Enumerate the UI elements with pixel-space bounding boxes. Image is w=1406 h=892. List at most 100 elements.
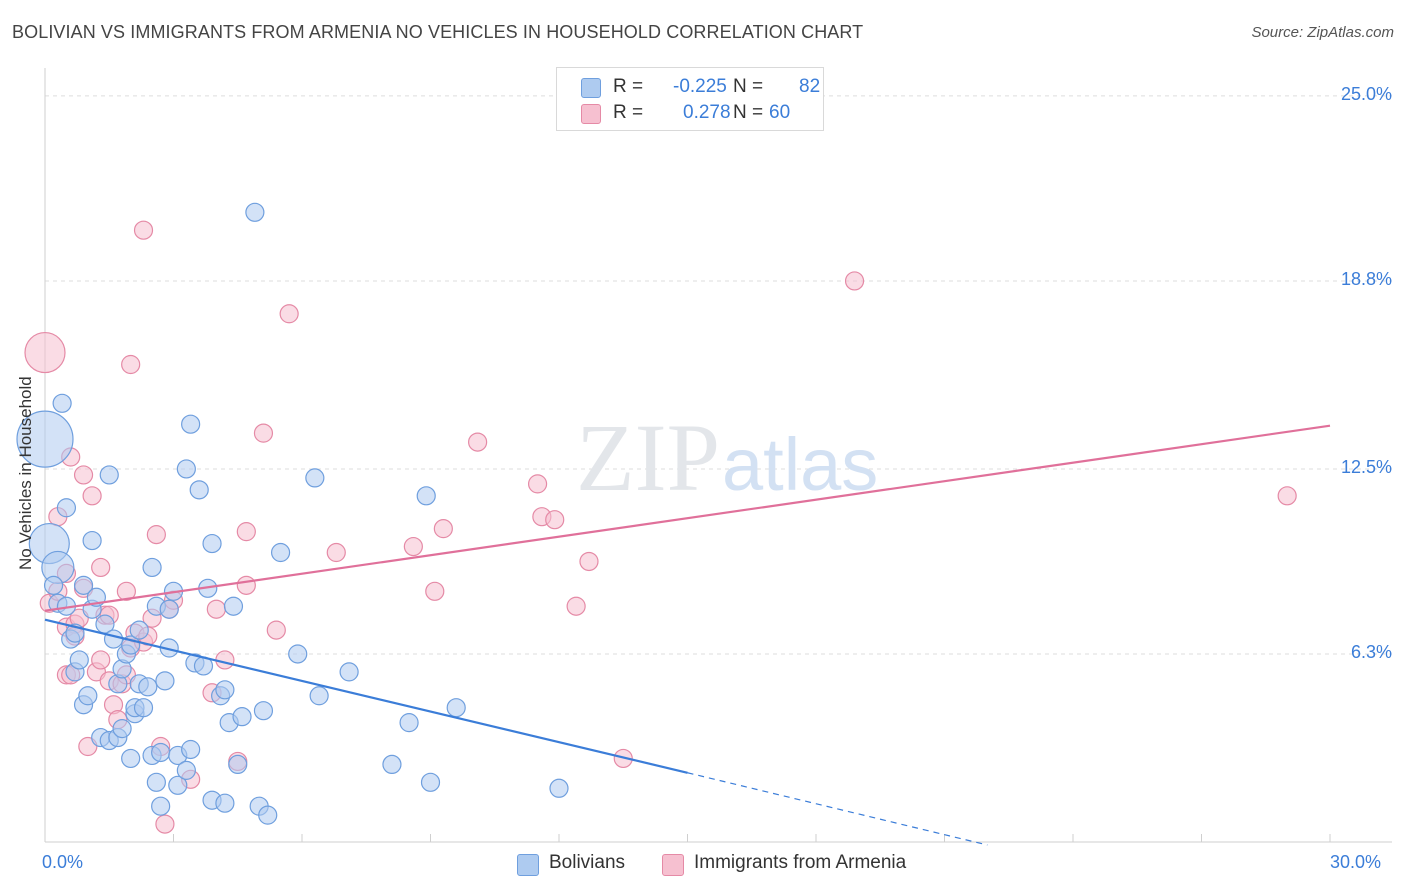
point-bolivians — [215, 680, 235, 700]
legend-n-label: N = — [733, 76, 764, 97]
point-bolivians — [215, 793, 235, 813]
point-bolivians — [305, 468, 325, 488]
point-bolivians — [16, 410, 74, 468]
point-bolivians — [159, 599, 179, 619]
point-bolivians — [56, 498, 77, 518]
point-bolivians — [73, 575, 94, 595]
point-bolivians — [416, 486, 436, 506]
point-bolivians — [549, 778, 569, 798]
legend-r-value-bolivians: -0.225 — [673, 76, 727, 97]
bottom-legend-label-bolivians: Bolivians — [549, 852, 626, 873]
legend-swatch-bolivians — [581, 78, 601, 98]
point-bolivians — [181, 739, 201, 760]
point-armenia — [425, 581, 445, 601]
point-bolivians — [99, 465, 119, 485]
legend-r-label: R = — [613, 102, 644, 123]
bottom-legend-swatch-armenia — [662, 854, 684, 876]
point-bolivians — [232, 707, 252, 727]
point-bolivians — [253, 701, 274, 721]
point-bolivians — [339, 662, 359, 682]
point-armenia — [253, 423, 274, 443]
grid-lines — [45, 95, 1392, 655]
point-bolivians — [121, 748, 141, 769]
legend: R = -0.225 N = 82 R = 0.278 N = 60 — [556, 67, 824, 131]
point-bolivians — [133, 698, 154, 718]
point-armenia — [146, 525, 166, 545]
point-armenia — [82, 486, 102, 506]
y-tick-label: 12.5% — [1340, 456, 1392, 477]
point-armenia — [433, 519, 453, 539]
watermark-zip: ZIP — [576, 404, 720, 511]
point-bolivians — [168, 775, 188, 795]
point-armenia — [24, 331, 66, 374]
point-armenia — [121, 354, 141, 375]
point-bolivians — [245, 202, 265, 222]
point-armenia — [236, 522, 256, 542]
point-armenia — [468, 432, 488, 452]
point-armenia — [91, 650, 111, 670]
point-armenia — [403, 536, 423, 557]
trend-line-armenia — [44, 424, 1331, 612]
point-armenia — [266, 620, 286, 640]
point-bolivians — [142, 557, 162, 578]
legend-n-label: N = — [733, 102, 764, 123]
legend-n-value-armenia: 60 — [769, 102, 791, 123]
point-bolivians — [176, 459, 196, 479]
point-armenia — [91, 557, 111, 578]
point-bolivians — [176, 760, 196, 780]
point-bolivians — [82, 530, 102, 551]
point-armenia — [1277, 486, 1297, 506]
point-armenia — [545, 510, 565, 530]
y-tick-label: 6.3% — [1350, 641, 1392, 662]
point-bolivians — [420, 772, 441, 792]
point-bolivians — [228, 754, 248, 775]
point-bolivians — [151, 742, 171, 763]
point-armenia — [133, 220, 154, 240]
point-armenia — [116, 581, 136, 601]
series-armenia-points — [24, 220, 1297, 834]
bottom-legend-label-armenia: Immigrants from Armenia — [694, 852, 907, 873]
point-armenia — [73, 465, 94, 485]
legend-r-value-armenia: 0.278 — [683, 102, 731, 123]
legend-swatch-armenia — [581, 104, 601, 124]
point-bolivians — [138, 677, 158, 697]
x-tick-max: 30.0% — [1330, 852, 1382, 872]
point-armenia — [155, 814, 175, 834]
point-armenia — [279, 304, 299, 324]
point-bolivians — [258, 805, 278, 825]
point-bolivians — [69, 650, 89, 670]
point-bolivians — [52, 393, 72, 413]
trend-line-bolivians — [44, 618, 688, 774]
point-bolivians — [43, 575, 64, 595]
point-armenia — [206, 599, 226, 619]
point-bolivians — [270, 542, 291, 563]
point-bolivians — [288, 644, 308, 664]
point-bolivians — [155, 671, 175, 691]
point-bolivians — [181, 414, 201, 434]
point-bolivians — [189, 480, 209, 500]
point-bolivians — [112, 718, 132, 739]
y-tick-label: 18.8% — [1340, 268, 1392, 289]
point-armenia — [326, 542, 346, 563]
y-tick-label: 25.0% — [1340, 83, 1392, 104]
point-bolivians — [129, 620, 149, 640]
point-armenia — [527, 474, 548, 494]
trend-lines — [44, 424, 1331, 846]
point-bolivians — [103, 629, 124, 649]
point-bolivians — [399, 713, 419, 733]
trend-line-bolivians-extension — [687, 772, 988, 846]
point-armenia — [844, 271, 865, 291]
series-bolivians-points — [16, 202, 569, 825]
point-bolivians — [146, 772, 166, 792]
point-bolivians — [202, 533, 222, 554]
watermark-atlas: atlas — [722, 423, 878, 506]
point-armenia — [236, 575, 256, 595]
point-bolivians — [446, 698, 466, 718]
chart-title: BOLIVIAN VS IMMIGRANTS FROM ARMENIA NO V… — [12, 22, 864, 42]
y-axis-label: No Vehicles in Household — [16, 376, 35, 570]
point-bolivians — [151, 796, 171, 816]
source-credit: Source: ZipAtlas.com — [1251, 24, 1394, 41]
point-bolivians — [223, 596, 244, 616]
point-armenia — [566, 596, 586, 616]
